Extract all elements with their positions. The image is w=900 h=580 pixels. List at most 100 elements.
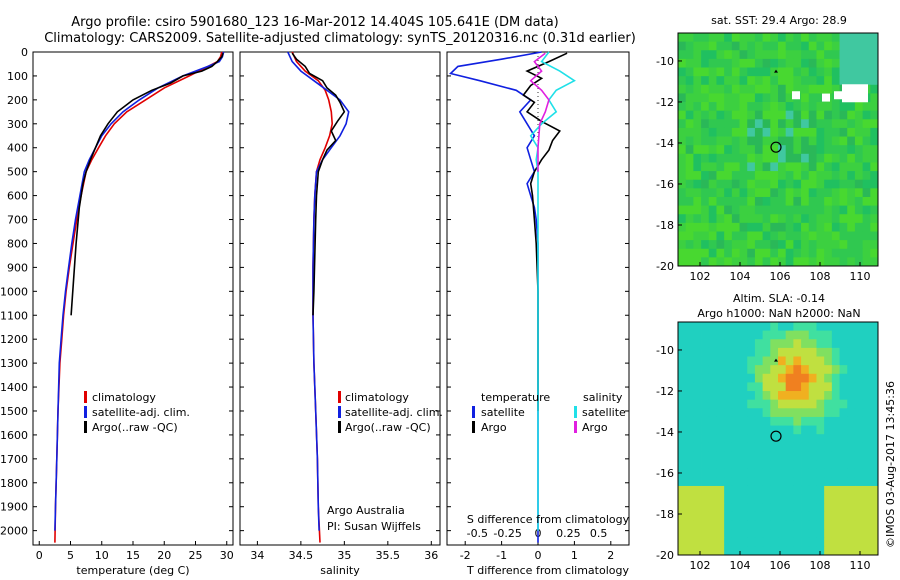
map-cell: [808, 240, 817, 250]
map-cell: [747, 196, 756, 206]
x-tick-label: 30: [220, 549, 234, 562]
map-cell: [778, 76, 787, 86]
map-cell: [870, 330, 879, 340]
title-line-1: Argo profile: csiro 5901680_123 16-Mar-2…: [71, 15, 559, 30]
map-cell: [724, 110, 733, 120]
map-cell: [778, 451, 787, 461]
map-cell: [708, 145, 717, 155]
map-cell: [724, 33, 733, 43]
map-cell: [793, 145, 802, 155]
map-cell: [747, 205, 756, 215]
map-cell: [824, 257, 833, 267]
salinity-chart: 34 34.5 35 35.5 36: [250, 51, 438, 562]
map-cell: [854, 485, 864, 495]
map-cell: [685, 391, 694, 401]
map-cell: [862, 322, 871, 332]
map-cell: [724, 546, 733, 556]
map-cell: [678, 76, 687, 86]
map-cell: [716, 231, 725, 241]
map-cell: [770, 460, 779, 470]
x-tick-label: -1: [496, 549, 507, 562]
map-cell: [816, 382, 825, 392]
map-cell: [785, 451, 794, 461]
map-cell: [839, 339, 848, 349]
map-cell: [785, 382, 794, 392]
map-cell: [862, 196, 871, 206]
map-cell: [739, 382, 748, 392]
map-cell: [785, 537, 794, 547]
map-cell: [847, 460, 856, 470]
map-cell: [770, 382, 779, 392]
map-cell: [762, 365, 771, 375]
map-cell: [716, 373, 725, 383]
map-cell: [685, 520, 694, 530]
map-cell: [754, 67, 764, 77]
map-cell: [739, 468, 748, 478]
map-cell: [708, 84, 717, 94]
map-cell: [739, 93, 748, 103]
map-cell: [847, 248, 856, 258]
map-cell: [816, 503, 825, 513]
map-cell: [778, 347, 787, 357]
map-cell: [685, 382, 694, 392]
map-cell: [685, 76, 694, 86]
map-cell: [678, 188, 687, 198]
map-cell: [678, 477, 687, 487]
map-cell: [870, 503, 879, 513]
map-cell: [731, 365, 740, 375]
map-cell: [831, 468, 840, 478]
map-cell: [854, 382, 864, 392]
map-cell: [716, 365, 725, 375]
map-cell: [778, 248, 787, 258]
map-cell: [731, 257, 740, 267]
map-cell: [801, 93, 810, 103]
map-cell: [701, 408, 710, 418]
map-cell: [693, 145, 702, 155]
map-cell: [793, 84, 802, 94]
map-cell: [693, 537, 702, 547]
map-cell: [701, 347, 710, 357]
map-cell: [801, 339, 810, 349]
map-cell: [747, 153, 756, 163]
map-cell: [708, 408, 717, 418]
map-cell: [870, 511, 879, 521]
map-cell: [824, 460, 833, 470]
map-cell: [678, 50, 687, 60]
map-cell: [724, 460, 733, 470]
map-y-tick-label: -18: [656, 219, 674, 232]
map-cell: [862, 162, 871, 172]
map-cell: [778, 382, 787, 392]
map-cell: [739, 347, 748, 357]
map-cell: [785, 460, 794, 470]
map-cell: [731, 136, 740, 146]
map-cell: [708, 214, 717, 224]
map-cell: [762, 425, 771, 435]
map-cell: [862, 477, 871, 487]
map-cell: [801, 399, 810, 409]
map-cell: [778, 520, 787, 530]
map-cell: [724, 442, 733, 452]
map-cell: [708, 205, 717, 215]
map-cell: [793, 153, 802, 163]
map-cell: [747, 33, 756, 43]
x-tick-label: 5: [67, 549, 74, 562]
map-cell: [808, 434, 817, 444]
missing-data-patch: [842, 84, 868, 103]
map-cell: [701, 399, 710, 409]
map-cell: [831, 33, 840, 43]
map-cell: [754, 33, 764, 43]
map-cell: [762, 41, 771, 51]
map-cell: [731, 162, 740, 172]
map-cell: [801, 102, 810, 112]
map-cell: [839, 145, 848, 155]
map-cell: [716, 399, 725, 409]
map-cell: [801, 162, 810, 172]
map-cell: [770, 222, 779, 232]
map-cell: [770, 399, 779, 409]
map-cell: [762, 330, 771, 340]
map-cell: [816, 257, 825, 267]
map-cell: [770, 196, 779, 206]
map-cell: [747, 529, 756, 539]
s-tick-label: -0.5: [467, 527, 488, 540]
map-cell: [862, 222, 871, 232]
